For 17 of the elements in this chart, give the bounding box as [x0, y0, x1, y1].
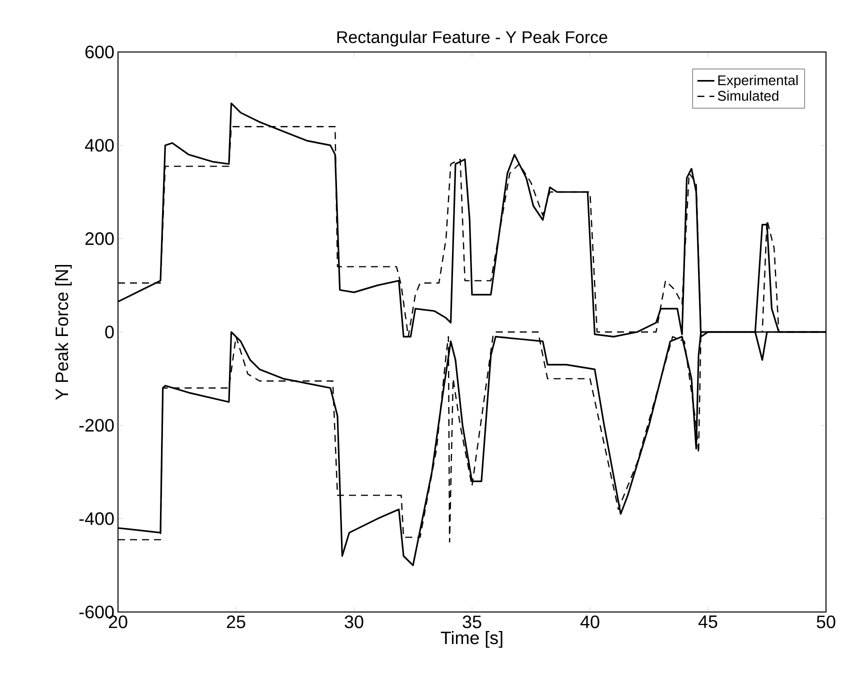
y-axis-title: Y Peak Force [N]: [55, 265, 72, 400]
y-tick-label: 200: [85, 232, 114, 246]
y-tick-label: -400: [79, 512, 114, 526]
x-tick-label: 40: [580, 616, 600, 628]
y-tick-label: 0: [105, 326, 114, 338]
y-tick-label: 600: [85, 46, 114, 58]
x-tick-label: 45: [698, 616, 718, 628]
y-tick-label: -200: [79, 418, 114, 432]
x-tick-label: 25: [226, 616, 246, 628]
chart-title: Rectangular Feature - Y Peak Force: [337, 30, 608, 46]
y-tick-label: 400: [84, 138, 114, 152]
x-tick-label: 35: [462, 616, 482, 628]
x-axis-title: Time [s]: [440, 631, 502, 648]
legend-label: Simulated: [718, 90, 778, 101]
legend-label: Experimental: [718, 74, 798, 88]
x-tick-label: 50: [816, 616, 836, 628]
x-tick-label: 30: [344, 616, 364, 628]
